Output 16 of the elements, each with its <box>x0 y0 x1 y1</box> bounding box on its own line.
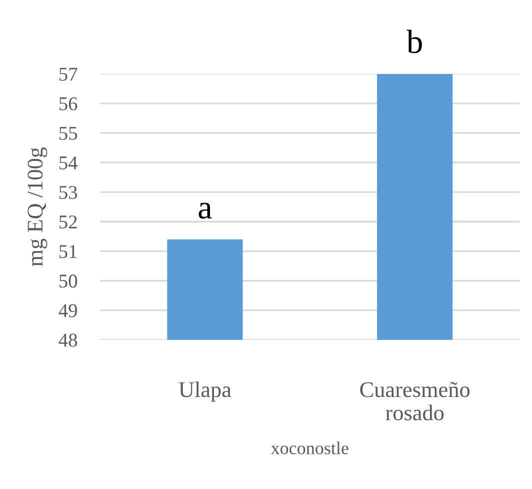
y-tick-label: 48 <box>58 334 78 347</box>
y-tick-label: 57 <box>59 68 78 81</box>
y-tick-label: 49 <box>58 304 77 318</box>
y-tick-label: 56 <box>59 97 78 110</box>
y-axis-title: mg EQ /100g <box>28 147 48 266</box>
y-tick-label: 54 <box>59 156 78 170</box>
annotation: a <box>198 202 212 219</box>
y-tick-label: 53 <box>59 186 78 200</box>
y-tick-label: 51 <box>59 245 77 258</box>
y-tick-label: 50 <box>59 274 78 288</box>
x-axis-title: xoconostle <box>270 442 348 454</box>
y-tick-label: 55 <box>59 126 78 140</box>
annotation: b <box>406 30 422 54</box>
y-tick-label: 52 <box>59 215 77 229</box>
x-tick-label: Cuaresmeño rosado <box>360 382 470 420</box>
x-tick-label: Ulapa <box>178 382 232 402</box>
